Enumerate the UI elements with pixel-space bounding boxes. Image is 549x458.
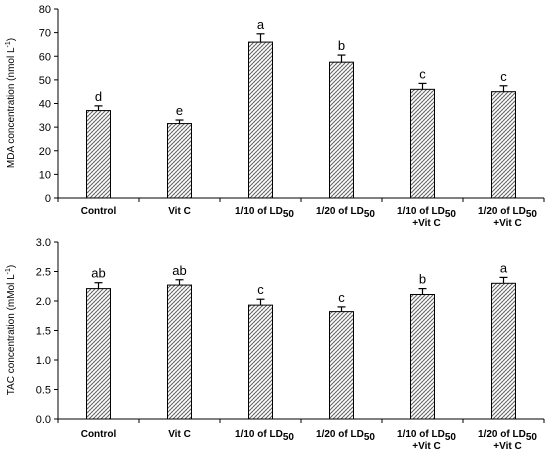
bar [329,61,354,199]
y-tick-label: 1.5 [36,326,51,338]
significance-letter: a [257,17,265,32]
bar [410,294,435,420]
category-label: 1/20 of LD50 [316,429,375,443]
bar [248,41,273,199]
y-axis-title: MDA concentration (nmol L-1) [5,38,17,168]
category-label: 1/10 of LD50 [397,429,456,443]
y-tick-label: 0.5 [36,385,51,397]
category-label: Vit C [168,206,191,217]
significance-letter: c [338,290,345,305]
category-label: 1/20 of LD50 [478,429,537,443]
y-tick-label: 3.0 [36,237,51,249]
significance-letter: d [95,89,102,104]
y-tick-label: 2.0 [36,296,51,308]
significance-letter: ab [91,266,105,281]
y-tick-label: 70 [39,28,51,40]
significance-letter: c [500,69,507,84]
significance-letter: b [338,38,345,53]
category-label-line2: +Vit C [493,218,521,229]
bar [167,123,192,199]
category-label: 1/10 of LD50 [235,206,294,220]
category-label: Control [81,206,117,217]
y-tick-label: 20 [39,146,51,158]
category-label: 1/20 of LD50 [316,206,375,220]
bar [86,110,111,199]
y-tick-label: 1.0 [36,355,51,367]
y-tick-label: 2.5 [36,267,51,279]
y-axis-title: TAC concentration (mMol L-1) [5,265,17,396]
bar [491,282,516,420]
y-tick-label: 0 [45,193,51,205]
significance-letter: a [500,260,508,275]
y-tick-label: 10 [39,169,51,181]
y-tick-label: 60 [39,51,51,63]
category-label: Control [81,429,117,440]
category-label: Vit C [168,429,191,440]
significance-letter: c [257,282,264,297]
y-tick-label: 80 [39,4,51,16]
y-tick-label: 40 [39,99,51,111]
category-label-line2: +Vit C [412,218,440,229]
mda-chart-panel: 0 10 20 30 40 50 60 70 80 MDA concentration (nmol… [5,4,545,229]
significance-letter: ab [172,263,186,278]
significance-letter: c [419,66,426,81]
significance-letter: b [419,272,426,287]
tac-chart-panel: 0.0 0.5 1.0 1.5 2.0 2.5 3.0 TAC concentration (… [5,237,545,452]
bar [248,304,273,420]
bar [86,288,111,420]
y-tick-label: 0.0 [36,414,51,426]
category-label: 1/20 of LD50 [478,206,537,220]
category-label-line2: +Vit C [412,441,440,452]
y-tick-label: 50 [39,75,51,87]
category-label: 1/10 of LD50 [235,429,294,443]
category-label-line2: +Vit C [493,441,521,452]
bar [410,88,435,199]
bar [491,91,516,199]
y-tick-label: 30 [39,122,51,134]
bar [329,311,354,420]
bar [167,284,192,420]
significance-letter: e [176,103,183,118]
category-label: 1/10 of LD50 [397,206,456,220]
